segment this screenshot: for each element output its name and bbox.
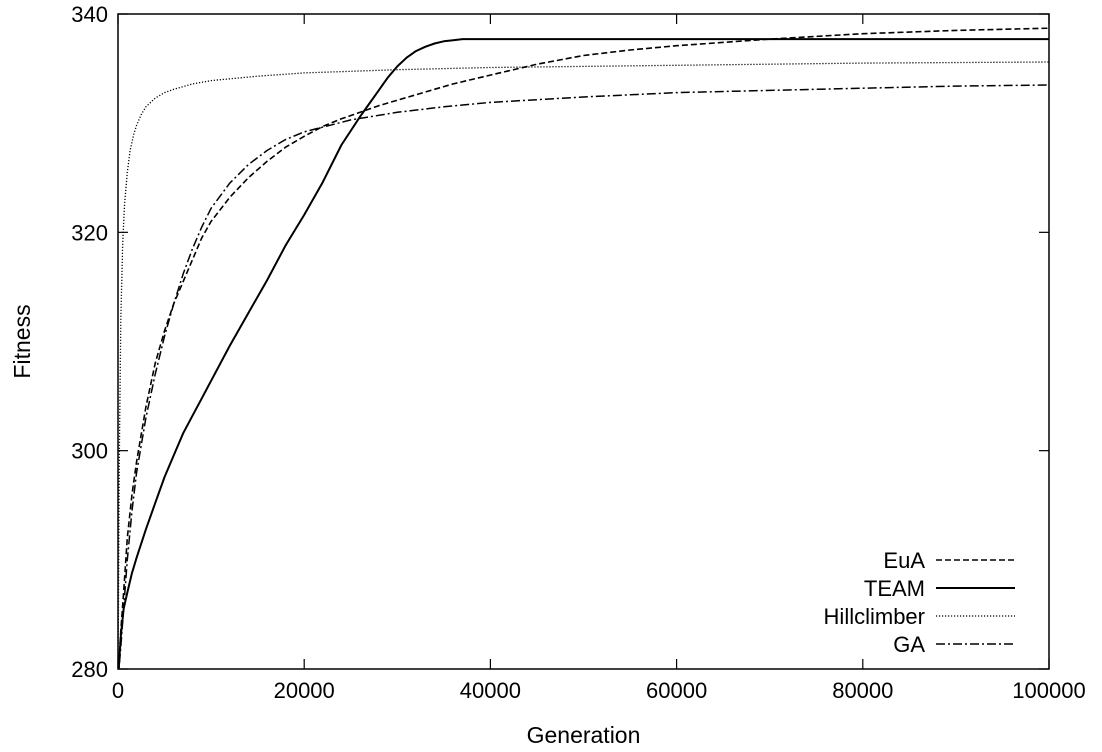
legend: EuA TEAM Hillclimber GA bbox=[824, 548, 1015, 657]
series-line-eua bbox=[118, 27, 1049, 669]
y-tick-label: 320 bbox=[71, 220, 108, 245]
legend-label: EuA bbox=[883, 548, 925, 573]
x-tick-label: 20000 bbox=[274, 678, 335, 703]
legend-label: TEAM bbox=[864, 576, 925, 601]
axes: 0 20000 40000 60000 80000 100000 280 300 320 340 bbox=[71, 2, 1085, 703]
series-layer bbox=[118, 27, 1049, 669]
x-tick-label: 80000 bbox=[832, 678, 893, 703]
legend-label: Hillclimber bbox=[824, 604, 925, 629]
plot-frame bbox=[117, 13, 1050, 670]
y-axis-title: Fitness bbox=[9, 304, 35, 378]
y-tick-label: 280 bbox=[71, 657, 108, 682]
x-tick-label: 60000 bbox=[646, 678, 707, 703]
series-line-hillclimber bbox=[118, 61, 1049, 669]
x-tick-label: 40000 bbox=[460, 678, 521, 703]
y-tick-label: 340 bbox=[71, 2, 108, 27]
x-axis-title: Generation bbox=[527, 722, 641, 748]
x-tick-label: 100000 bbox=[1012, 678, 1085, 703]
series-line-ga bbox=[118, 84, 1049, 669]
series-line-team bbox=[118, 38, 1049, 669]
y-tick-label: 300 bbox=[71, 439, 108, 464]
legend-label: GA bbox=[893, 632, 925, 657]
x-tick-label: 0 bbox=[112, 678, 124, 703]
